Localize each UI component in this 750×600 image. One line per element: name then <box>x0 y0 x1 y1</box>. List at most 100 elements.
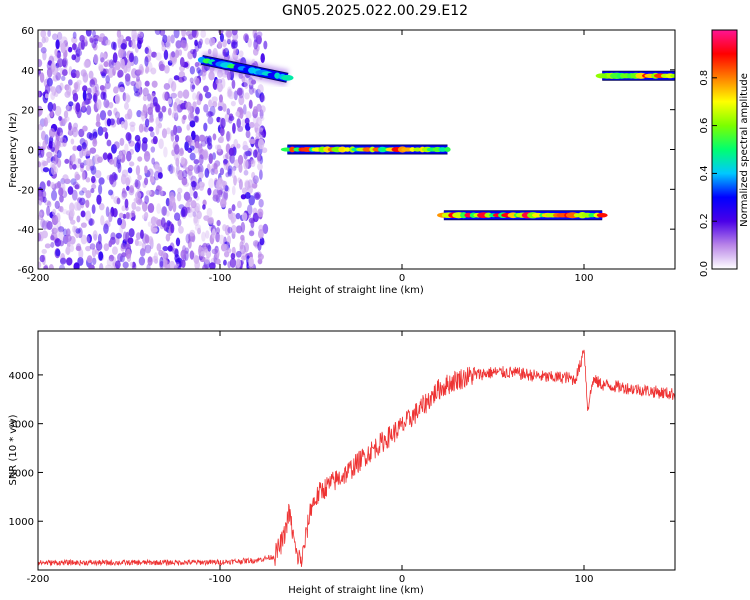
noise-blob <box>218 94 223 103</box>
noise-blob <box>90 175 96 184</box>
noise-blob <box>259 169 263 180</box>
noise-blob <box>147 256 153 266</box>
noise-blob <box>207 187 212 196</box>
noise-blob <box>103 223 109 234</box>
noise-blob <box>152 135 158 145</box>
noise-blob <box>38 161 42 168</box>
noise-blob <box>107 67 114 78</box>
noise-blob <box>108 254 115 262</box>
noise-blob <box>229 153 235 164</box>
noise-blob <box>195 77 200 86</box>
noise-blob <box>86 132 93 139</box>
noise-blob <box>120 58 125 70</box>
noise-blob <box>82 125 88 132</box>
segment-4 <box>595 67 675 84</box>
noise-blob <box>99 84 105 91</box>
noise-blob <box>89 243 96 250</box>
noise-blob <box>99 110 107 121</box>
noise-blob <box>215 79 219 85</box>
noise-blob <box>196 99 202 106</box>
noise-blob <box>71 36 78 44</box>
noise-blob <box>257 229 264 239</box>
noise-blob <box>158 249 164 257</box>
noise-blob <box>75 47 81 58</box>
noise-blob <box>153 252 158 262</box>
noise-blob <box>258 198 264 208</box>
noise-blob <box>55 248 61 257</box>
noise-blob <box>92 128 98 140</box>
noise-blob <box>137 156 143 162</box>
noise-blob <box>192 48 197 59</box>
noise-blob <box>44 93 49 99</box>
noise-blob <box>230 252 236 260</box>
noise-blob <box>125 212 130 220</box>
noise-blob <box>238 163 243 173</box>
noise-blob <box>202 149 209 161</box>
noise-blob <box>229 257 237 268</box>
noise-blob <box>120 173 127 185</box>
noise-blob <box>243 33 249 42</box>
noise-blob <box>195 166 202 174</box>
noise-blob <box>50 241 55 248</box>
noise-blob <box>231 167 235 179</box>
noise-blob <box>206 110 213 118</box>
noise-blob <box>138 123 144 133</box>
noise-blob <box>83 60 90 68</box>
segment-core <box>409 147 416 152</box>
noise-blob <box>176 192 182 202</box>
noise-blob <box>100 57 105 63</box>
noise-blob <box>44 264 49 269</box>
colorbar-tick-label: 0.0 <box>699 261 710 277</box>
noise-blob <box>167 245 173 252</box>
noise-blob <box>137 174 142 181</box>
noise-blob <box>174 49 180 59</box>
noise-blob <box>219 127 225 137</box>
noise-blob <box>130 80 136 87</box>
noise-blob <box>123 102 129 110</box>
noise-blob <box>227 207 232 215</box>
noise-blob <box>250 160 256 168</box>
noise-blob <box>44 36 49 43</box>
noise-blob <box>56 31 63 41</box>
noise-blob <box>70 219 76 225</box>
noise-blob <box>44 243 51 249</box>
noise-blob <box>257 162 263 171</box>
noise-blob <box>117 69 124 78</box>
noise-blob <box>85 190 92 199</box>
noise-blob <box>59 205 64 213</box>
noise-blob <box>88 218 93 226</box>
noise-blob <box>100 215 105 226</box>
noise-blob <box>150 146 156 153</box>
noise-blob <box>136 199 143 206</box>
noise-blob <box>158 138 164 150</box>
noise-blob <box>177 169 184 181</box>
noise-blob <box>165 127 171 135</box>
noise-blob <box>256 152 261 163</box>
noise-blob <box>85 210 92 222</box>
noise-blob <box>243 169 249 176</box>
noise-blob <box>125 174 132 184</box>
noise-blob <box>115 260 121 269</box>
noise-blob <box>151 80 158 88</box>
noise-blob <box>199 38 203 46</box>
noise-blob <box>217 105 223 112</box>
noise-blob <box>91 39 97 49</box>
noise-blob <box>129 121 136 127</box>
noise-blob <box>54 182 61 189</box>
noise-blob <box>95 241 103 251</box>
noise-blob <box>128 140 135 147</box>
noise-blob <box>71 54 77 61</box>
x-tick-label: -100 <box>209 273 232 284</box>
noise-blob <box>69 244 75 253</box>
noise-blob <box>125 150 132 162</box>
noise-blob <box>67 46 73 53</box>
noise-blob <box>39 209 45 218</box>
noise-blob <box>155 52 162 61</box>
noise-blob <box>187 209 194 218</box>
noise-blob <box>216 144 222 153</box>
noise-blob <box>193 163 201 175</box>
noise-blob <box>197 227 201 235</box>
noise-blob <box>228 91 235 100</box>
noise-blob <box>85 158 92 166</box>
noise-blob <box>257 138 265 150</box>
